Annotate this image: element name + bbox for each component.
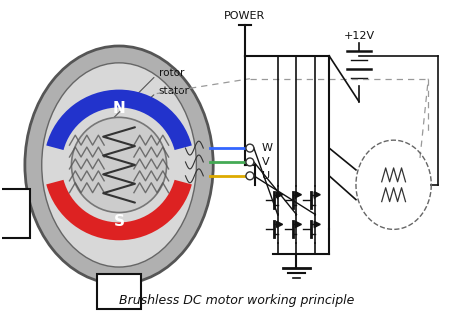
Text: Brushless DC motor working principle: Brushless DC motor working principle <box>119 294 355 307</box>
Text: POWER: POWER <box>224 11 265 21</box>
Circle shape <box>246 172 254 180</box>
Bar <box>0 189 30 238</box>
Polygon shape <box>295 222 301 228</box>
Wedge shape <box>46 180 192 240</box>
Circle shape <box>246 158 254 166</box>
Ellipse shape <box>25 46 213 284</box>
Text: U: U <box>262 171 270 181</box>
Polygon shape <box>314 222 320 228</box>
Text: +12V: +12V <box>343 31 374 41</box>
Polygon shape <box>277 192 283 198</box>
Text: S: S <box>114 214 125 228</box>
Text: W: W <box>262 143 273 153</box>
Text: rotor: rotor <box>106 68 184 125</box>
Wedge shape <box>46 90 192 150</box>
Polygon shape <box>295 192 301 198</box>
Ellipse shape <box>42 63 196 267</box>
Text: V: V <box>262 157 269 167</box>
Polygon shape <box>277 222 283 228</box>
Circle shape <box>246 144 254 152</box>
Polygon shape <box>314 192 320 198</box>
Text: N: N <box>113 101 126 116</box>
Text: stator: stator <box>146 86 190 102</box>
Circle shape <box>72 117 167 213</box>
Bar <box>97 274 141 309</box>
